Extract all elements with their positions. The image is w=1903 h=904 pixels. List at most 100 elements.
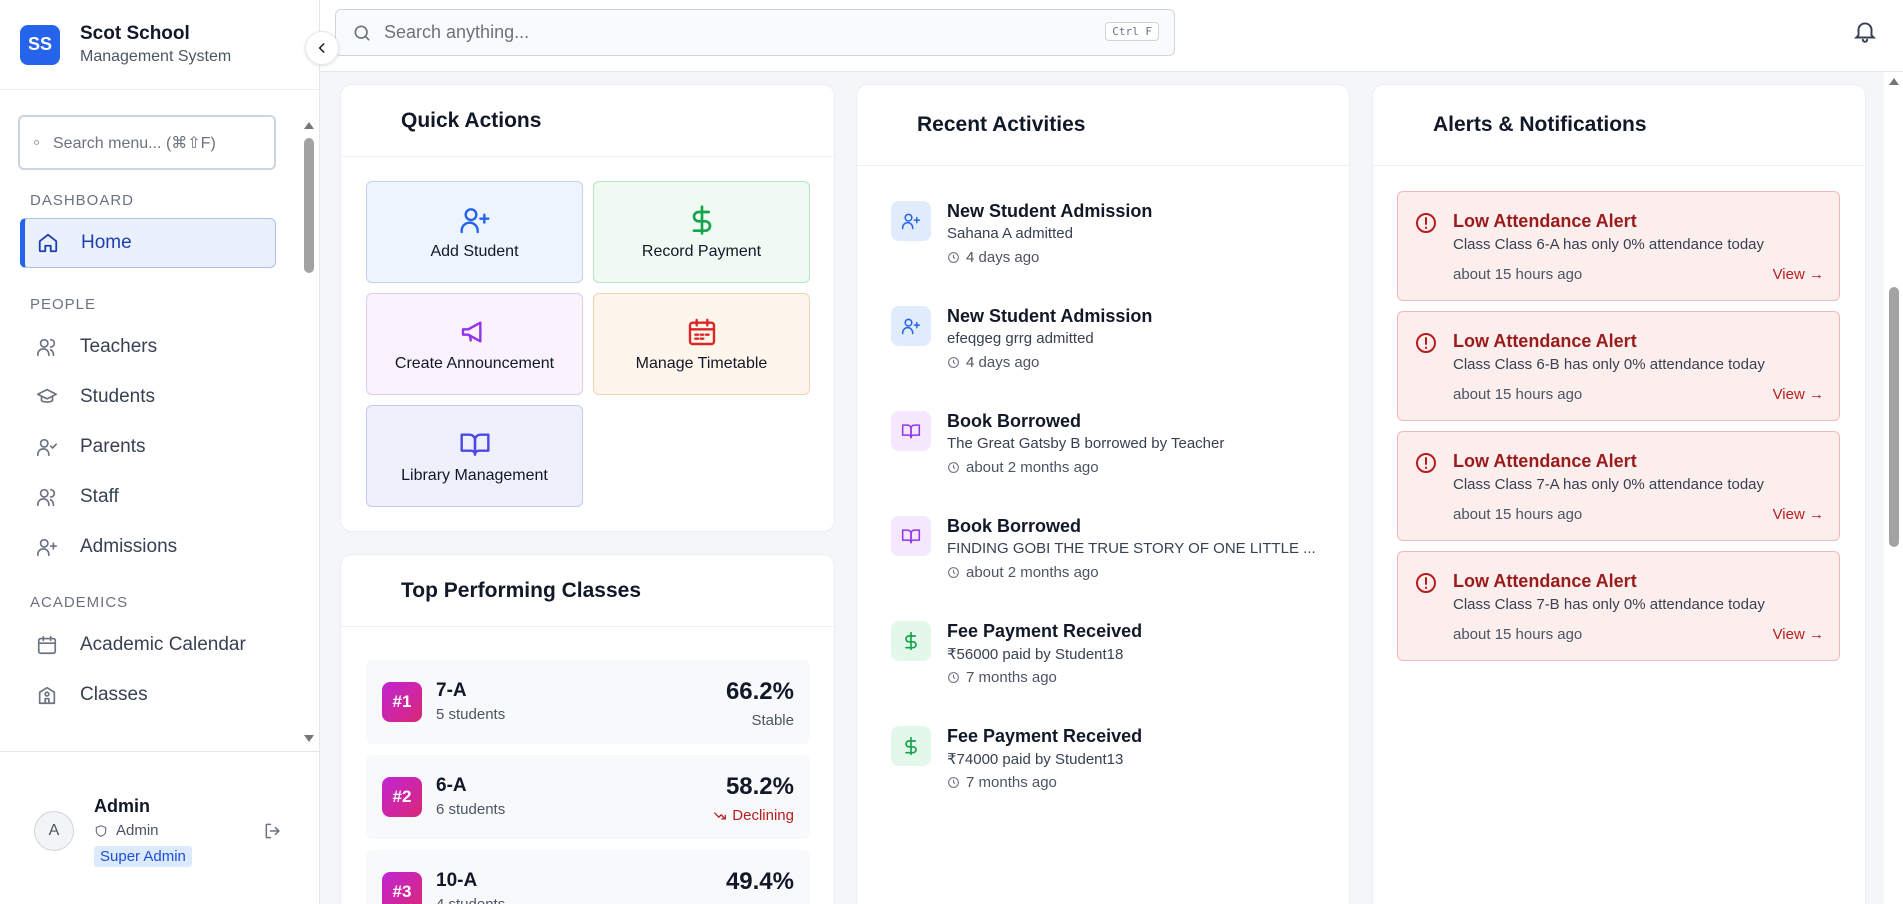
list-item[interactable]: Book Borrowed FINDING GOBI THE TRUE STOR… (891, 516, 1331, 606)
users-icon (34, 484, 60, 510)
sidebar-item-label: Parents (80, 436, 146, 457)
table-row[interactable]: #1 7-A 5 students 66.2% Stable (366, 660, 810, 744)
create-announcement-button[interactable]: Create Announcement (366, 293, 583, 395)
user-plus-icon (459, 203, 491, 237)
sidebar-item-label: Classes (80, 684, 148, 705)
user-check-icon (34, 434, 60, 460)
sidebar-item-classes[interactable]: Classes (20, 670, 276, 720)
student-count: 5 students (436, 706, 506, 723)
clock-icon (948, 567, 959, 578)
brand-logo: SS (20, 24, 60, 65)
scroll-down-arrow[interactable] (304, 735, 314, 742)
alert-circle-icon (1416, 333, 1436, 353)
school-icon (34, 682, 60, 708)
dollar-icon (686, 203, 718, 237)
brand-name: Scot School (80, 23, 190, 44)
users-icon (34, 334, 60, 360)
rank-badge: #2 (382, 777, 422, 817)
sidebar-scroll-thumb[interactable] (304, 138, 314, 273)
sidebar-scrollbar[interactable] (300, 120, 320, 742)
activity-time: about 2 months ago (947, 459, 1099, 476)
quick-actions-card: Quick Actions Add Student Record Payment… (340, 84, 835, 532)
alert-time: about 15 hours ago (1453, 386, 1583, 403)
scroll-up-arrow[interactable] (1889, 78, 1899, 85)
top-classes-card: Top Performing Classes #1 7-A 5 students… (340, 554, 835, 904)
search-shortcut: Ctrl F (1105, 22, 1159, 41)
book-open-icon (891, 516, 931, 556)
dollar-icon (891, 621, 931, 661)
collapse-sidebar-button[interactable] (305, 31, 339, 65)
logout-icon[interactable] (263, 821, 283, 846)
activity-time: 7 months ago (947, 774, 1057, 791)
nav-section-people: PEOPLE (30, 295, 97, 313)
student-count: 6 students (436, 801, 506, 818)
bell-icon[interactable] (1852, 18, 1878, 49)
brand-subtitle: Management System (80, 48, 232, 65)
main-scroll-thumb[interactable] (1889, 287, 1899, 547)
activity-time-text: 4 days ago (966, 354, 1040, 371)
activity-desc: ₹74000 paid by Student13 (947, 751, 1124, 768)
menu-search-placeholder: Search menu... (⌘⇧F) (53, 134, 216, 152)
rank-badge: #1 (382, 682, 422, 722)
alert-circle-icon (1416, 453, 1436, 473)
alert-desc: Class Class 7-B has only 0% attendance t… (1453, 596, 1765, 613)
sidebar-item-staff[interactable]: Staff (20, 472, 276, 522)
list-item[interactable]: Fee Payment Received ₹56000 paid by Stud… (891, 621, 1331, 711)
trending-down-icon (714, 811, 727, 820)
alert-title: Low Attendance Alert (1453, 331, 1637, 351)
sidebar-item-home[interactable]: Home (20, 218, 276, 268)
view-link[interactable]: View → (1772, 266, 1824, 283)
list-item[interactable]: New Student Admission efeqgeg grrg admit… (891, 306, 1331, 396)
record-payment-button[interactable]: Record Payment (593, 181, 810, 283)
scroll-up-arrow[interactable] (304, 122, 314, 129)
activity-title: Book Borrowed (947, 516, 1082, 536)
clock-icon (948, 462, 959, 473)
class-name: 10-A (436, 870, 478, 891)
library-management-button[interactable]: Library Management (366, 405, 583, 507)
library-management-label: Library Management (401, 467, 548, 484)
attendance-percent: 66.2% (725, 678, 794, 705)
sidebar-item-admissions[interactable]: Admissions (20, 522, 276, 572)
sidebar-item-label: Students (80, 386, 155, 407)
alert-circle-icon (1416, 573, 1436, 593)
sidebar-item-academic-calendar[interactable]: Academic Calendar (20, 620, 276, 670)
view-link[interactable]: View → (1772, 386, 1824, 403)
activity-title: New Student Admission (947, 306, 1153, 326)
global-search-input[interactable]: Search anything... Ctrl F (335, 9, 1175, 56)
record-payment-label: Record Payment (641, 243, 762, 260)
sidebar-item-teachers[interactable]: Teachers (20, 322, 276, 372)
add-student-button[interactable]: Add Student (366, 181, 583, 283)
activity-time-text: 7 months ago (966, 774, 1057, 791)
alert-desc: Class Class 6-B has only 0% attendance t… (1453, 356, 1765, 373)
alert-item: Low Attendance Alert Class Class 6-B has… (1397, 311, 1840, 421)
activity-time-text: about 2 months ago (966, 459, 1099, 476)
attendance-percent: 49.4% (725, 868, 794, 895)
table-row[interactable]: #2 6-A 6 students 58.2% Declining (366, 755, 810, 839)
recent-activities-title: Recent Activities (857, 85, 1349, 166)
user-role-label: Admin (116, 822, 159, 839)
brand: SS Scot School Management System (0, 0, 319, 90)
class-name: 6-A (436, 775, 467, 796)
sidebar-item-parents[interactable]: Parents (20, 422, 276, 472)
user-plus-icon (34, 534, 60, 560)
avatar[interactable]: A (34, 811, 74, 851)
manage-timetable-button[interactable]: Manage Timetable (593, 293, 810, 395)
top-classes-title: Top Performing Classes (341, 555, 834, 627)
list-item[interactable]: New Student Admission Sahana A admitted … (891, 201, 1331, 291)
activity-desc: ₹56000 paid by Student18 (947, 646, 1124, 663)
view-link[interactable]: View → (1772, 506, 1824, 523)
table-row[interactable]: #3 10-A 4 students 49.4% (366, 850, 810, 904)
megaphone-icon (459, 315, 491, 349)
activity-time: 4 days ago (947, 354, 1039, 371)
menu-search-input[interactable]: Search menu... (⌘⇧F) (18, 115, 276, 170)
search-icon (354, 25, 370, 41)
alert-time: about 15 hours ago (1453, 626, 1583, 643)
sidebar-item-students[interactable]: Students (20, 372, 276, 422)
topbar: Search anything... Ctrl F (320, 0, 1903, 72)
list-item[interactable]: Book Borrowed The Great Gatsby B borrowe… (891, 411, 1331, 501)
list-item[interactable]: Fee Payment Received ₹74000 paid by Stud… (891, 726, 1331, 816)
main-scrollbar[interactable] (1884, 72, 1903, 904)
activity-time: 4 days ago (947, 249, 1039, 266)
view-link[interactable]: View → (1772, 626, 1824, 643)
alerts-title: Alerts & Notifications (1373, 85, 1865, 166)
